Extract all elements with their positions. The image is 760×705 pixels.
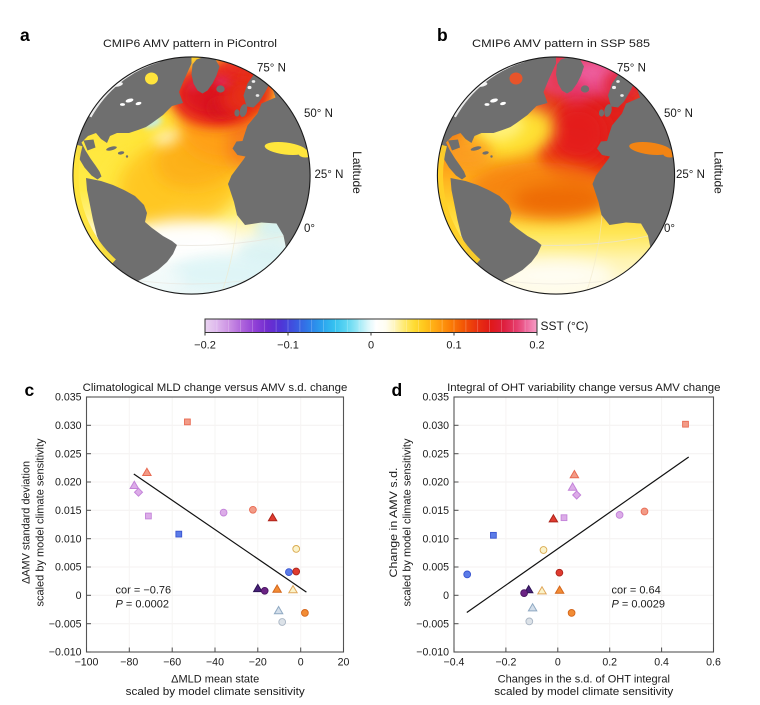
svg-text:SST (°C): SST (°C) [541,319,589,333]
svg-text:Change in AMV s.d.: Change in AMV s.d. [388,468,400,578]
svg-text:0.025: 0.025 [422,448,449,460]
svg-text:−0.005: −0.005 [49,618,82,630]
svg-text:cor = −0.76: cor = −0.76 [116,585,172,597]
svg-text:0.010: 0.010 [55,533,82,545]
svg-text:0: 0 [443,590,449,602]
svg-text:0.2: 0.2 [602,657,617,669]
svg-text:0: 0 [555,657,561,669]
svg-text:−0.2: −0.2 [194,340,216,352]
svg-text:ΔAMV standard deviation: ΔAMV standard deviation [21,461,33,584]
svg-text:P = 0.0029: P = 0.0029 [612,599,666,611]
svg-text:−40: −40 [206,657,224,669]
svg-text:0.015: 0.015 [422,505,449,517]
svg-text:scaled by model climate sensit: scaled by model climate sensitivity [494,686,674,698]
svg-text:20: 20 [338,657,350,669]
svg-text:Climatological MLD change vers: Climatological MLD change versus AMV s.d… [83,382,348,394]
svg-text:0.020: 0.020 [422,477,449,489]
svg-text:0: 0 [368,340,374,352]
svg-text:0.035: 0.035 [422,392,449,404]
svg-text:0.015: 0.015 [55,505,82,517]
svg-text:−20: −20 [249,657,267,669]
svg-text:0.025: 0.025 [55,448,82,460]
svg-text:CMIP6 AMV pattern in SSP 585: CMIP6 AMV pattern in SSP 585 [472,38,650,50]
svg-text:0.2: 0.2 [529,340,544,352]
svg-text:0.6: 0.6 [706,657,721,669]
svg-text:CMIP6 AMV pattern in PiControl: CMIP6 AMV pattern in PiControl [103,38,277,50]
svg-text:0°: 0° [304,223,315,235]
svg-text:0°: 0° [664,223,675,235]
svg-text:a: a [20,25,30,45]
svg-text:−0.010: −0.010 [49,647,82,659]
svg-text:Integral of OHT variability ch: Integral of OHT variability change versu… [447,382,720,394]
svg-text:−60: −60 [163,657,181,669]
svg-text:75° N: 75° N [617,63,646,75]
svg-text:0.030: 0.030 [422,420,449,432]
svg-text:75° N: 75° N [257,63,286,75]
svg-text:25° N: 25° N [676,169,705,181]
svg-text:−0.1: −0.1 [277,340,299,352]
svg-text:0: 0 [298,657,304,669]
svg-text:50° N: 50° N [664,108,693,120]
svg-text:−0.010: −0.010 [416,647,449,659]
svg-text:0.010: 0.010 [422,533,449,545]
svg-text:scaled by model climate sensit: scaled by model climate sensitivity [126,686,306,698]
svg-text:−0.2: −0.2 [495,657,516,669]
svg-text:scaled by model climate sensit: scaled by model climate sensitivity [402,438,414,606]
svg-text:cor = 0.64: cor = 0.64 [612,585,661,597]
svg-text:50° N: 50° N [304,108,333,120]
svg-text:−100: −100 [75,657,99,669]
svg-text:c: c [25,380,35,400]
svg-text:0.030: 0.030 [55,420,82,432]
svg-text:ΔMLD mean state: ΔMLD mean state [171,674,259,686]
svg-text:0.4: 0.4 [654,657,669,669]
svg-text:Latitude: Latitude [350,151,364,194]
svg-text:0.020: 0.020 [55,477,82,489]
svg-text:Latitude: Latitude [712,151,726,194]
svg-text:d: d [392,380,403,400]
svg-text:−80: −80 [120,657,138,669]
svg-text:0.005: 0.005 [422,562,449,574]
svg-text:−0.4: −0.4 [444,657,465,669]
svg-text:0: 0 [76,590,82,602]
svg-text:scaled by model climate sensit: scaled by model climate sensitivity [35,438,47,606]
svg-text:0.005: 0.005 [55,562,82,574]
svg-text:Changes in the s.d. of OHT int: Changes in the s.d. of OHT integral [498,674,670,686]
svg-text:0.035: 0.035 [55,392,82,404]
svg-text:−0.005: −0.005 [416,618,449,630]
svg-text:P = 0.0002: P = 0.0002 [116,599,170,611]
svg-text:25° N: 25° N [315,169,344,181]
svg-text:0.1: 0.1 [446,340,461,352]
svg-text:b: b [437,25,448,45]
